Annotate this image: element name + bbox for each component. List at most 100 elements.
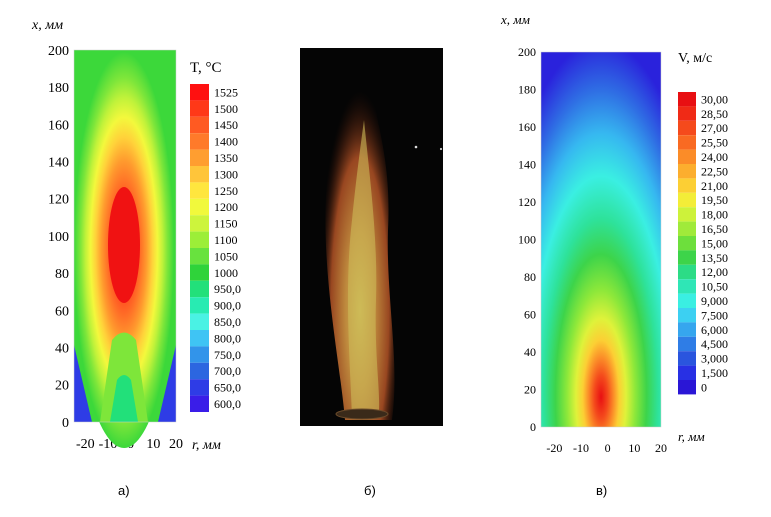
legend-swatch [678,264,696,280]
y-tick-label: 20 [55,379,69,394]
y-ticks-a: 0 20 40 60 80 100 120 140 160 180 200 [48,44,69,431]
legend-title-a: T, °C [190,60,222,76]
legend-label: 1,500 [701,366,728,380]
legend-swatch [190,346,209,363]
legend-label: 1200 [214,200,238,214]
legend-swatch [190,100,209,117]
legend-swatch [678,92,696,107]
legend-swatch [678,192,696,208]
x-tick-label: -20 [76,437,95,452]
temperature-inner-core [108,187,140,303]
y-axis-label-a: x, мм [31,18,63,33]
plot-frame-c [540,51,662,428]
x-tick-label: 20 [655,441,667,455]
legend-label: 6,000 [701,323,728,337]
y-axis-label-c: x, мм [500,12,530,27]
x-tick-label: 10 [146,437,160,452]
y-tick-label: 160 [48,118,69,133]
spark-dot [439,147,443,151]
legend-label: 600,0 [214,397,241,411]
legend-label: 700,0 [214,364,241,378]
legend-swatch [190,264,209,281]
legend-label: 750,0 [214,348,241,362]
legend-label: 18,00 [701,208,728,222]
legend-swatch [190,231,209,248]
y-tick-label: 100 [48,230,69,245]
x-tick-label: -10 [573,441,589,455]
legend-swatch [190,379,209,396]
legend-swatch [190,166,209,183]
flame-photo [300,48,443,426]
legend-swatch [190,198,209,216]
legend-label: 850,0 [214,315,241,329]
legend-label: 25,50 [701,136,728,150]
y-ticks-c: 0 20 40 60 80 100 120 140 160 180 200 [518,45,536,434]
legend-swatch [190,182,209,199]
x-tick-label: 20 [169,437,183,452]
legend-label: 10,50 [701,280,728,294]
legend-swatch [190,215,209,232]
legend-swatch [678,236,696,251]
legend-label: 1250 [214,184,238,198]
panel-label-a: а) [118,483,130,498]
legend-label: 30,00 [701,92,728,106]
temperature-cool-inlet-core [110,375,138,422]
y-tick-label: 60 [524,308,536,322]
legend-label: 1150 [214,217,238,231]
legend-swatch [678,279,696,294]
legend-swatch [190,149,209,166]
legend-swatch [190,116,209,134]
legend-swatch [678,106,696,121]
legend-label: 1300 [214,167,238,181]
temperature-cold-edge-left [74,345,92,422]
legend-swatch [678,308,696,323]
legend-title-c: V, м/с [678,51,712,66]
legend-swatch [678,351,696,366]
plot-frame-a [73,49,177,423]
legend-label: 1450 [214,118,238,132]
legend-label: 1525 [214,85,238,99]
y-tick-label: 0 [530,420,536,434]
x-axis-label-c: r, мм [678,429,705,444]
legend-label: 1100 [214,233,238,247]
legend-label: 19,50 [701,193,728,207]
legend-label: 800,0 [214,331,241,345]
legend-swatch [678,135,696,150]
legend-swatch [678,322,696,337]
x-ticks-c: -20 -10 0 10 20 [546,441,667,455]
legend-swatch [678,380,696,395]
y-tick-label: 200 [518,45,536,59]
legend-swatch [678,178,696,193]
panel-label-c: в) [596,483,607,498]
legend-swatch [190,84,209,101]
x-tick-label: -20 [546,441,562,455]
legend-swatch [678,149,696,164]
legend-swatch [678,336,696,352]
legend-label: 900,0 [214,299,241,313]
y-tick-label: 200 [48,44,69,59]
legend-swatch [678,221,696,236]
panel-label-b: б) [364,483,376,498]
x-axis-label-a: r, мм [192,438,221,453]
legend-swatch [190,395,209,412]
legend-label: 27,00 [701,121,728,135]
legend-swatch [190,248,209,265]
legend-label: 16,50 [701,222,728,236]
burner-nozzle [335,408,389,420]
temperature-cold-edge-right [158,345,176,422]
legend-label: 650,0 [214,381,241,395]
legend-label: 1050 [214,249,238,263]
legend-swatch [190,297,209,314]
legend-label: 4,500 [701,337,728,351]
y-tick-label: 40 [55,342,69,357]
legend-label: 3,000 [701,352,728,366]
y-tick-label: 0 [62,416,69,431]
legend-swatch [678,293,696,308]
x-tick-label: 10 [628,441,640,455]
legend-label: 7,500 [701,308,728,322]
y-tick-label: 40 [524,345,536,359]
legend-label: 1400 [214,135,238,149]
